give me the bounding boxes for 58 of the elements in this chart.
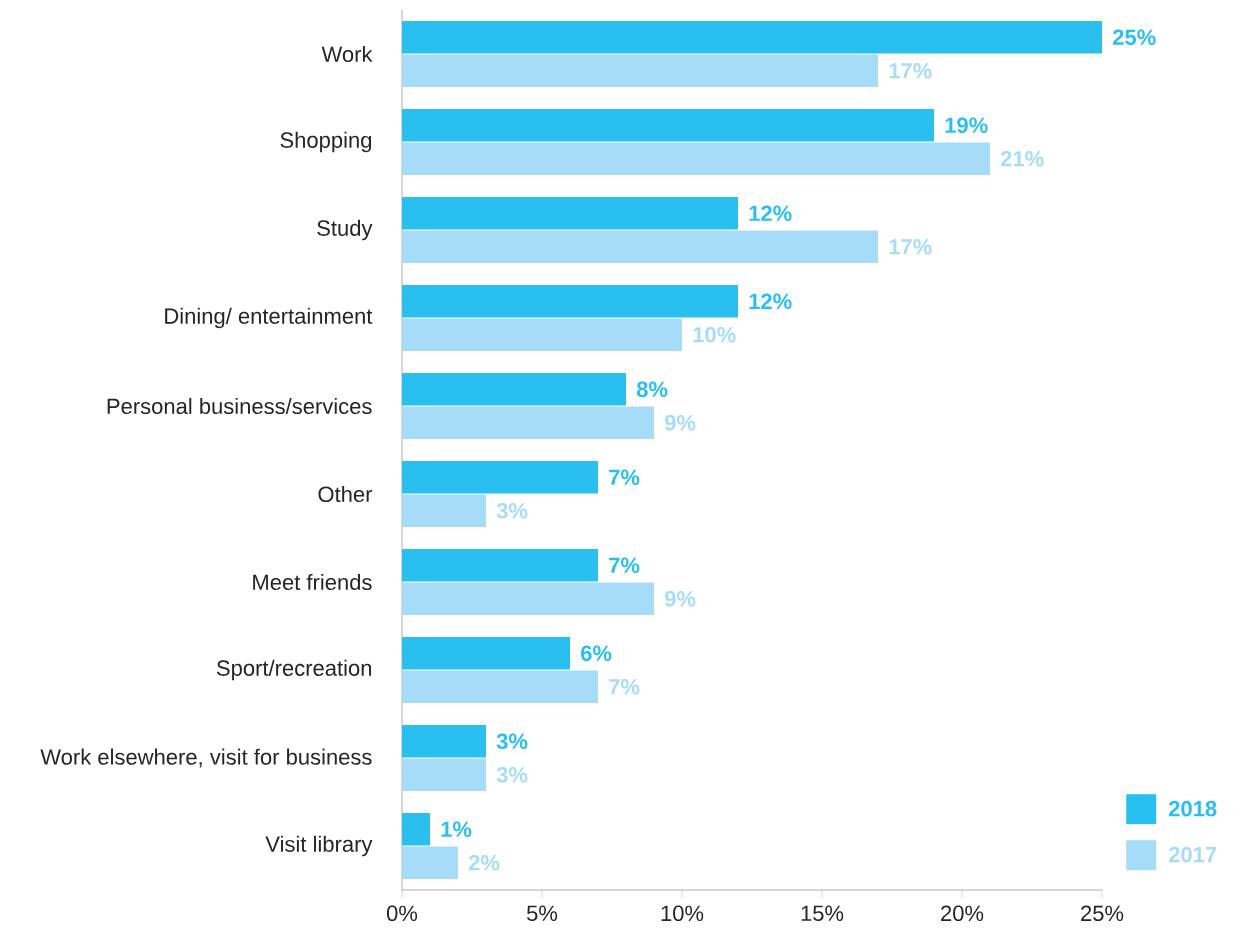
y-tick-label: Other <box>318 485 373 503</box>
bar <box>402 373 627 406</box>
bar <box>402 197 739 230</box>
bar <box>402 230 878 263</box>
bar <box>402 54 878 87</box>
data-label: 3% <box>496 733 528 750</box>
x-tick-label: 5% <box>526 905 558 922</box>
data-label: 10% <box>693 326 736 343</box>
data-label: 17% <box>889 62 932 79</box>
data-label: 9% <box>664 414 696 431</box>
data-label: 12% <box>749 293 792 310</box>
y-tick-label: Work elsewhere, visit for business <box>40 748 372 768</box>
data-label: 9% <box>664 590 696 607</box>
bar <box>402 318 682 351</box>
data-label: 3% <box>496 766 528 783</box>
data-label: 7% <box>609 557 640 574</box>
bar <box>402 670 598 704</box>
bar <box>402 406 654 439</box>
y-tick-label: Meet friends <box>253 573 372 591</box>
x-tick-label: 25% <box>1081 905 1124 922</box>
bar <box>402 109 935 142</box>
y-tick-label: Work <box>321 45 373 63</box>
bar <box>402 725 486 758</box>
y-tick-label: Dining/ entertainment <box>165 307 373 329</box>
bar <box>402 461 598 494</box>
y-tick-label: Shopping <box>280 131 372 153</box>
bar <box>402 637 570 670</box>
x-tick-label: 0% <box>386 905 418 922</box>
y-tick-label: Study <box>317 219 373 241</box>
bar <box>402 285 739 318</box>
y-tick-label: Visit library <box>265 835 373 857</box>
y-tick-label: Sport/recreation <box>216 659 372 681</box>
data-label: 7% <box>609 469 640 486</box>
bar <box>402 142 991 175</box>
bar <box>402 549 598 582</box>
data-label: 6% <box>581 645 612 662</box>
legend-label: 2017 <box>1168 846 1217 863</box>
data-label: 8% <box>636 381 668 398</box>
bar <box>402 21 1103 54</box>
bar <box>402 582 654 616</box>
data-label: 17% <box>889 238 932 255</box>
data-label: 3% <box>496 502 528 519</box>
y-tick-label: Personal business/services <box>107 397 372 415</box>
legend-label: 2018 <box>1168 800 1217 817</box>
x-tick-label: 20% <box>941 905 984 922</box>
data-label: 1% <box>441 821 472 838</box>
data-label: 19% <box>945 117 988 134</box>
data-label: 2% <box>468 854 500 871</box>
data-label: 21% <box>1000 150 1044 167</box>
data-label: 12% <box>749 205 792 222</box>
bar <box>402 758 486 792</box>
bar <box>402 846 458 880</box>
x-tick-label: 10% <box>661 905 704 922</box>
bar <box>402 813 430 846</box>
x-tick-label: 15% <box>801 905 844 922</box>
data-label: 25% <box>1112 29 1156 46</box>
data-label: 7% <box>609 678 640 695</box>
bar <box>402 494 486 527</box>
